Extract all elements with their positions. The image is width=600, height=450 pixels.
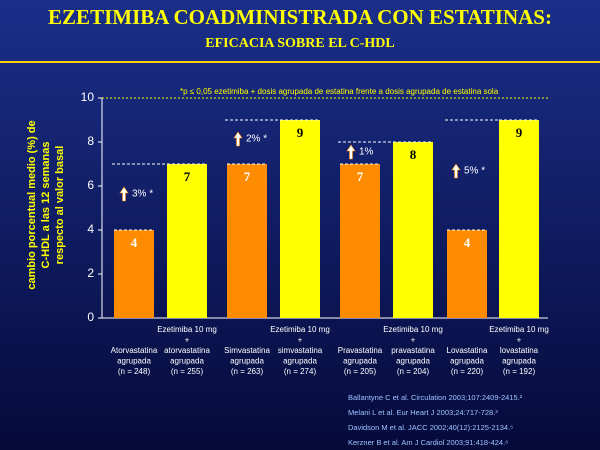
value-label: 9 <box>297 125 304 140</box>
y-axis-label: cambio porcentual medio (%) de <box>26 120 38 289</box>
x-tick-label: agrupada <box>396 357 430 366</box>
x-tick-label: pravastatina <box>391 346 435 355</box>
up-arrow <box>451 163 461 179</box>
x-tick-label: (n = 205) <box>344 367 377 376</box>
x-tick-label: Ezetimiba 10 mg <box>270 325 330 334</box>
y-axis-label: C-HDL a las 12 semanas <box>40 142 52 269</box>
value-label: 7 <box>184 169 191 184</box>
x-tick-label: lovastatina <box>500 346 539 355</box>
x-tick-label: (n = 192) <box>503 367 536 376</box>
bar <box>393 142 433 318</box>
x-tick-label: + <box>517 336 522 345</box>
x-tick-label: + <box>411 336 416 345</box>
annotation: 3% * <box>132 189 153 200</box>
reference: Ballantyne C et al. Circulation 2003;107… <box>348 393 523 402</box>
x-tick-label: (n = 204) <box>397 367 430 376</box>
annotation: 5% * <box>464 166 485 177</box>
x-tick-label: Simvastatina <box>224 346 270 355</box>
footnote: *p ≤ 0,05 ezetimiba + dosis agrupada de … <box>180 87 499 96</box>
up-arrow <box>346 144 356 160</box>
bar <box>499 120 539 318</box>
x-tick-label: (n = 263) <box>231 367 264 376</box>
up-arrow <box>119 186 129 202</box>
x-tick-label: Ezetimiba 10 mg <box>157 325 217 334</box>
y-tick-label: 10 <box>81 90 95 104</box>
bar <box>114 230 154 318</box>
x-tick-label: atorvastatina <box>164 346 210 355</box>
x-tick-label: agrupada <box>230 357 264 366</box>
reference: Melani L et al. Eur Heart J 2003;24:717-… <box>348 408 498 417</box>
x-tick-label: + <box>298 336 303 345</box>
reference: Kerzner B et al. Am J Cardiol 2003;91:41… <box>348 438 508 447</box>
x-tick-label: agrupada <box>450 357 484 366</box>
slide-subtitle: EFICACIA SOBRE EL C-HDL <box>205 36 394 51</box>
bar <box>167 164 207 318</box>
x-tick-label: + <box>185 336 190 345</box>
x-tick-label: agrupada <box>343 357 377 366</box>
slide-title: EZETIMIBA COADMINISTRADA CON ESTATINAS: <box>48 5 552 29</box>
y-tick-label: 6 <box>87 178 94 192</box>
x-tick-label: Lovastatina <box>447 346 488 355</box>
annotation: 2% * <box>246 134 267 145</box>
value-label: 9 <box>516 125 523 140</box>
value-label: 4 <box>464 235 471 250</box>
x-tick-label: (n = 248) <box>118 367 151 376</box>
x-tick-label: agrupada <box>502 357 536 366</box>
value-label: 8 <box>410 147 417 162</box>
up-arrow <box>233 131 243 147</box>
x-tick-label: Ezetimiba 10 mg <box>383 325 443 334</box>
y-tick-label: 8 <box>87 134 94 148</box>
bar <box>227 164 267 318</box>
reference: Davidson M et al. JACC 2002;40(12):2125-… <box>348 423 513 432</box>
x-tick-label: Atorvastatina <box>111 346 158 355</box>
x-tick-label: Pravastatina <box>338 346 383 355</box>
x-tick-label: Ezetimiba 10 mg <box>489 325 549 334</box>
y-tick-label: 0 <box>87 310 94 324</box>
y-tick-label: 2 <box>87 266 94 280</box>
y-tick-label: 4 <box>87 222 94 236</box>
y-axis-label: respecto al valor basal <box>54 146 66 265</box>
x-tick-label: simvastatina <box>278 346 323 355</box>
x-tick-label: agrupada <box>283 357 317 366</box>
x-tick-label: (n = 255) <box>171 367 204 376</box>
bar <box>447 230 487 318</box>
x-tick-label: agrupada <box>170 357 204 366</box>
x-tick-label: agrupada <box>117 357 151 366</box>
value-label: 4 <box>131 235 138 250</box>
bar <box>280 120 320 318</box>
value-label: 7 <box>244 169 251 184</box>
annotation: 1% <box>359 147 374 158</box>
x-tick-label: (n = 220) <box>451 367 484 376</box>
value-label: 7 <box>357 169 364 184</box>
bar <box>340 164 380 318</box>
x-tick-label: (n = 274) <box>284 367 317 376</box>
